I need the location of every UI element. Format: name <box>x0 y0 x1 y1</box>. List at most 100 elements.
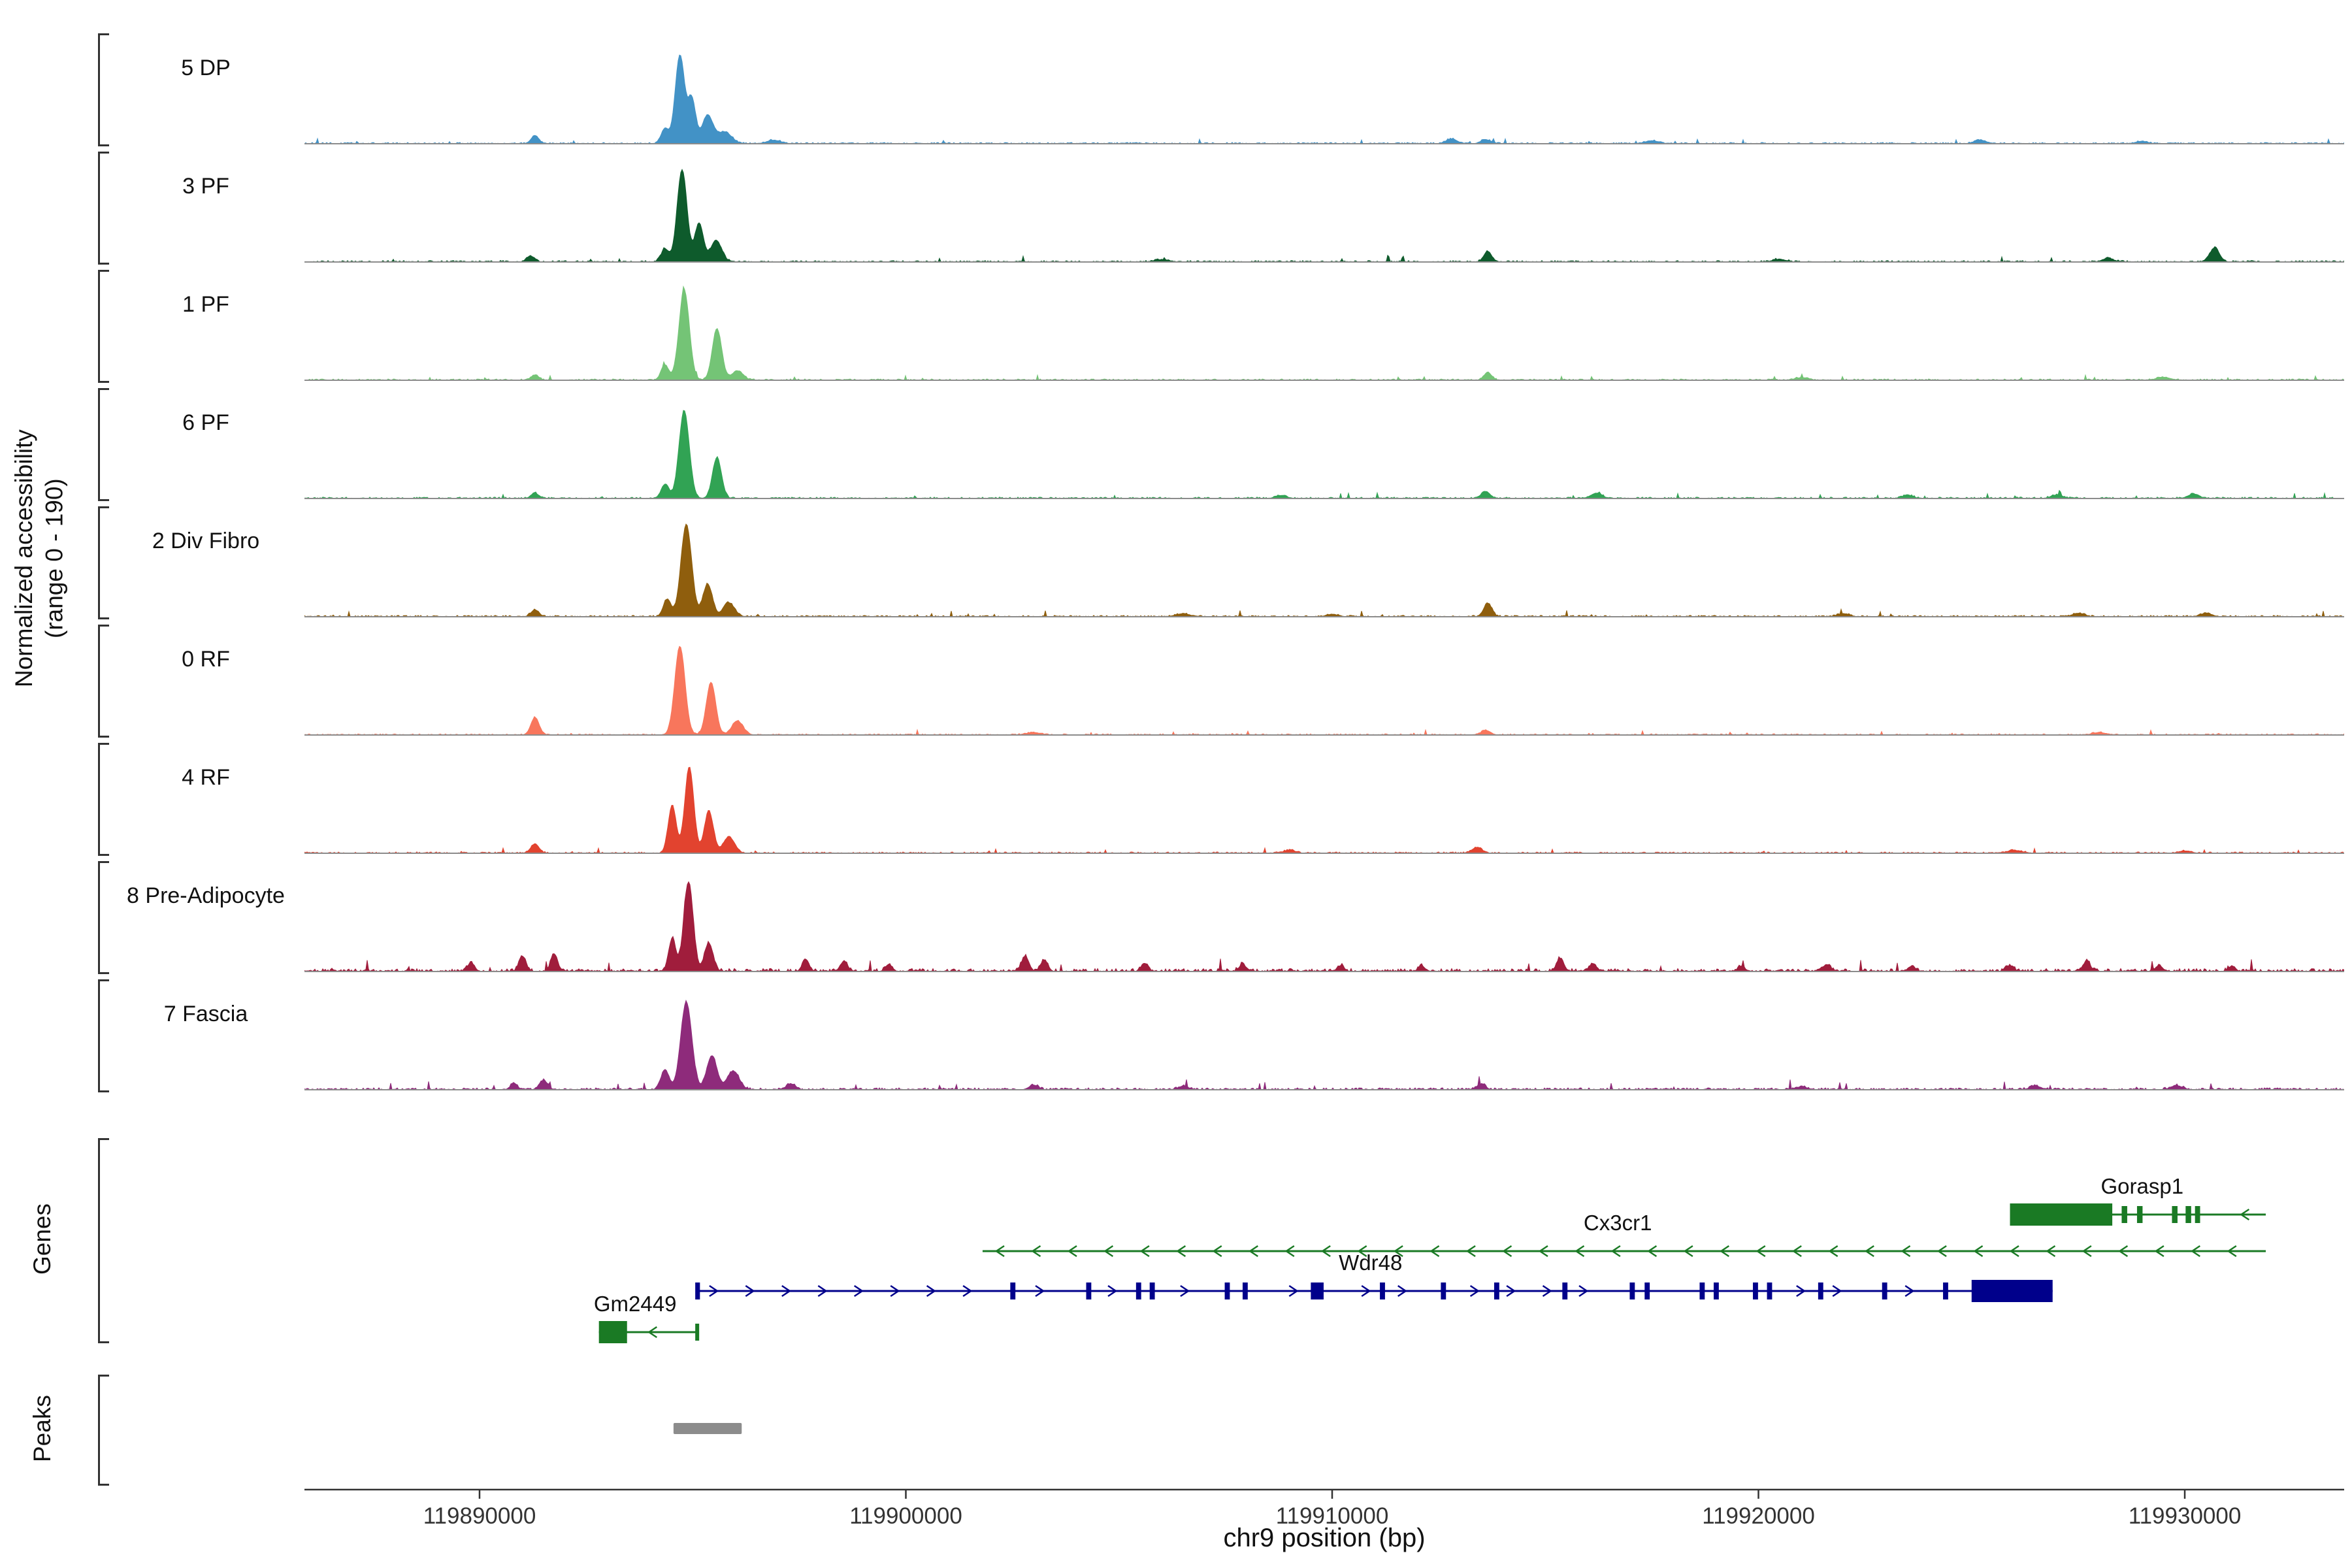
strand-arrow-icon <box>1832 1284 1842 1298</box>
gene-label: Gorasp1 <box>2100 1174 2183 1198</box>
strand-arrow-icon <box>1139 1245 1150 1258</box>
strand-arrow-icon <box>2009 1245 2019 1258</box>
x-tick-label: 119890000 <box>423 1503 536 1529</box>
signal-area <box>304 285 2344 381</box>
gene-exon <box>1086 1282 1092 1299</box>
track-row-1-pf: 1 PF <box>0 263 2352 383</box>
gene-gm2449: Gm2449 <box>594 1292 700 1343</box>
strand-arrow-icon <box>1647 1245 1658 1258</box>
strand-arrow-icon <box>1720 1245 1729 1258</box>
gene-exon <box>1441 1282 1446 1299</box>
signal-area <box>304 523 2344 617</box>
gene-exon <box>1644 1282 1650 1299</box>
coverage-signal-svg <box>304 645 2344 736</box>
track-label: 4 RF <box>182 764 230 790</box>
strand-arrow-icon <box>1796 1284 1806 1298</box>
coverage-signal-svg <box>304 881 2344 972</box>
gene-wdr48: Wdr48 <box>695 1250 2053 1302</box>
track-range-bracket <box>98 270 109 383</box>
track-row-0-rf: 0 RF <box>0 617 2352 738</box>
track-row-2-div-fibro: 2 Div Fibro <box>0 499 2352 619</box>
gene-gorasp1: Gorasp1 <box>2010 1174 2266 1226</box>
strand-arrow-icon <box>890 1284 900 1298</box>
strand-arrow-icon <box>994 1245 1005 1258</box>
strand-arrow-icon <box>1176 1245 1186 1258</box>
strand-arrow-icon <box>1506 1284 1516 1298</box>
track-range-bracket <box>98 388 109 501</box>
track-label: 2 Div Fibro <box>152 528 260 553</box>
strand-arrow-icon <box>1901 1245 1911 1258</box>
track-range-bracket <box>98 506 109 619</box>
strand-arrow-icon <box>1610 1245 1621 1258</box>
peaks-track <box>673 1423 742 1434</box>
gene-label: Cx3cr1 <box>1584 1211 1652 1235</box>
gene-exon <box>1818 1282 1823 1299</box>
coverage-signal-svg <box>304 410 2344 499</box>
strand-arrow-icon <box>1465 1245 1476 1258</box>
coverage-signal-svg <box>304 766 2344 854</box>
strand-arrow-icon <box>1683 1245 1693 1258</box>
strand-arrow-icon <box>2154 1245 2164 1258</box>
track-range-bracket <box>98 152 109 265</box>
strand-arrow-icon <box>2082 1245 2092 1258</box>
gene-exon <box>1224 1282 1230 1299</box>
x-tick-label: 119910000 <box>1276 1503 1389 1529</box>
gene-exon <box>1010 1282 1016 1299</box>
strand-arrow-icon <box>1397 1284 1407 1298</box>
track-row-4-rf: 4 RF <box>0 736 2352 856</box>
gene-exon <box>695 1324 700 1341</box>
signal-area <box>304 645 2344 736</box>
strand-arrow-icon <box>781 1284 792 1298</box>
track-row-8-pre-adipocyte: 8 Pre-Adipocyte <box>0 854 2352 974</box>
gene-exon <box>695 1282 700 1299</box>
strand-arrow-icon <box>745 1284 755 1298</box>
track-label: 8 Pre-Adipocyte <box>127 883 285 908</box>
strand-arrow-icon <box>962 1284 973 1298</box>
gene-label: Wdr48 <box>1339 1250 1402 1275</box>
signal-area <box>304 881 2344 972</box>
strand-arrow-icon <box>1469 1284 1480 1298</box>
gene-exon <box>1714 1282 1719 1299</box>
signal-area <box>304 1000 2344 1090</box>
strand-arrow-icon <box>1904 1284 1915 1298</box>
strand-arrow-icon <box>1212 1245 1222 1258</box>
coverage-signal-svg <box>304 523 2344 617</box>
gene-exon <box>1242 1282 1248 1299</box>
strand-arrow-icon <box>1578 1284 1589 1298</box>
gene-exon <box>1699 1282 1705 1299</box>
track-label: 3 PF <box>182 173 229 199</box>
gene-exon <box>1882 1282 1887 1299</box>
coverage-signal-svg <box>304 54 2344 144</box>
track-label: 7 Fascia <box>163 1001 248 1026</box>
gene-exon <box>1135 1282 1141 1299</box>
gene-cx3cr1: Cx3cr1 <box>982 1211 2266 1258</box>
strand-arrow-icon <box>2118 1245 2129 1258</box>
gene-exon <box>1149 1282 1155 1299</box>
gene-label: Gm2449 <box>594 1292 677 1316</box>
gene-exon <box>1311 1282 1324 1299</box>
gene-models: Gorasp1 Cx3cr1 Wdr48 Gm2449 <box>594 1174 2266 1343</box>
x-axis-title: chr9 position (bp) <box>1223 1524 1426 1552</box>
gene-exon <box>2136 1206 2143 1223</box>
gene-exon <box>1753 1282 1758 1299</box>
coverage-tracks: 5 DP 3 PF 1 PF 6 PF 2 Div Fibro 0 RF 4 RF 8 Pre… <box>0 33 2352 1092</box>
track-range-bracket <box>98 33 109 146</box>
track-label: 5 DP <box>181 55 231 80</box>
gene-exon <box>1562 1282 1568 1299</box>
peaks-bracket <box>98 1375 109 1486</box>
strand-arrow-icon <box>926 1284 936 1298</box>
strand-arrow-icon <box>1756 1245 1766 1258</box>
strand-arrow-icon <box>1575 1245 1585 1258</box>
strand-arrow-icon <box>1357 1245 1367 1258</box>
track-label: 0 RF <box>182 646 230 672</box>
x-tick-label: 119900000 <box>849 1503 962 1529</box>
gene-exon <box>2172 1206 2178 1223</box>
strand-arrow-icon <box>817 1284 828 1298</box>
strand-arrow-icon <box>1103 1245 1114 1258</box>
strand-arrow-icon <box>2046 1245 2056 1258</box>
gene-exon <box>1767 1282 1772 1299</box>
coverage-signal-svg <box>304 1000 2344 1090</box>
signal-area <box>304 54 2344 144</box>
strand-arrow-icon <box>1429 1245 1440 1258</box>
